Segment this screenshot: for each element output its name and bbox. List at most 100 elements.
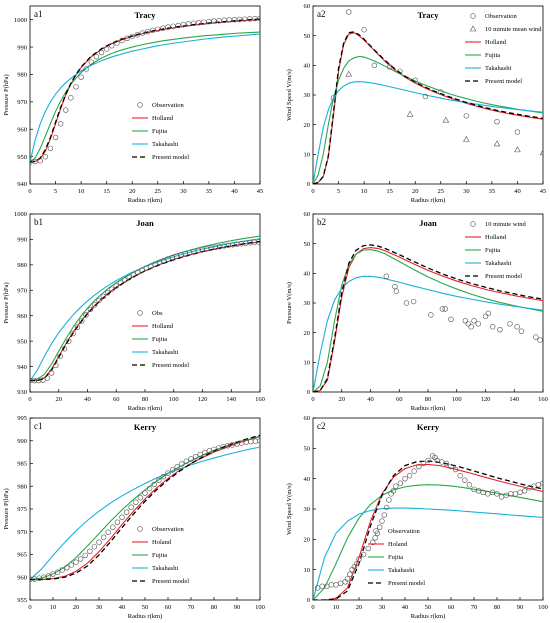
observation-point bbox=[73, 559, 79, 565]
y-tick-label: 995 bbox=[17, 415, 27, 422]
series-line-takahashi bbox=[313, 275, 543, 392]
observation-point bbox=[257, 438, 260, 444]
observation-point bbox=[40, 377, 46, 383]
x-tick-label: 0 bbox=[311, 604, 314, 611]
observation-point bbox=[255, 239, 260, 245]
y-tick-label: 975 bbox=[17, 506, 27, 513]
observation-point bbox=[144, 29, 151, 35]
chart-title: Kerry bbox=[134, 422, 157, 432]
observation-point bbox=[114, 519, 121, 525]
observation-point bbox=[383, 504, 390, 511]
y-tick-label: 955 bbox=[17, 597, 27, 604]
observation-point bbox=[155, 26, 161, 32]
legend-label: Fujita bbox=[152, 128, 167, 135]
x-tick-label: 120 bbox=[481, 396, 491, 403]
observation-point bbox=[497, 327, 503, 333]
observation2-triangle bbox=[463, 135, 470, 142]
legend-label: Holland bbox=[152, 115, 174, 122]
legend-label: Observation bbox=[485, 13, 518, 20]
x-tick-label: 20 bbox=[56, 396, 63, 403]
x-tick-label: 35 bbox=[489, 188, 496, 195]
observation-point bbox=[386, 497, 392, 503]
observation-point bbox=[74, 324, 81, 330]
observation-point bbox=[113, 283, 119, 289]
x-tick-label: 0 bbox=[28, 188, 31, 195]
legend-label: Present model bbox=[152, 578, 189, 585]
legend: Observation Holand Fujita Takahashi Present … bbox=[368, 528, 425, 587]
y-tick-label: 20 bbox=[304, 537, 311, 544]
observation-point bbox=[68, 562, 75, 568]
observation-point bbox=[410, 298, 417, 305]
y-tick-label: 970 bbox=[17, 99, 27, 106]
observation-point bbox=[50, 571, 56, 577]
y-axis-label: Pressure P(hPa) bbox=[3, 74, 10, 115]
series-line-fujita bbox=[313, 55, 543, 184]
x-tick-label: 10 bbox=[361, 188, 368, 195]
y-tick-label: 40 bbox=[304, 476, 311, 483]
y-tick-label: 60 bbox=[304, 3, 311, 10]
observation2-triangle bbox=[493, 140, 501, 147]
x-tick-label: 100 bbox=[538, 604, 548, 611]
legend-label: Observation bbox=[388, 528, 421, 535]
x-tick-label: 100 bbox=[255, 604, 265, 611]
y-tick-label: 20 bbox=[304, 122, 311, 129]
plot-area bbox=[313, 9, 543, 184]
observation-point bbox=[212, 244, 219, 251]
observation-point bbox=[64, 564, 70, 571]
observation-point bbox=[442, 306, 448, 312]
legend-label: Fujita bbox=[485, 52, 500, 59]
x-tick-label: 60 bbox=[113, 396, 120, 403]
observation-point bbox=[226, 17, 233, 23]
observation-point bbox=[372, 535, 378, 541]
observation-point bbox=[514, 324, 520, 330]
y-tick-label: 30 bbox=[304, 300, 311, 307]
chart-title: Tracy bbox=[134, 10, 156, 20]
x-tick-label: 15 bbox=[386, 188, 393, 195]
y-tick-label: 1000 bbox=[14, 17, 27, 24]
observation-point bbox=[494, 118, 500, 125]
y-tick-label: 980 bbox=[17, 262, 27, 269]
x-tick-label: 100 bbox=[452, 396, 462, 403]
chart-title: Joan bbox=[136, 218, 154, 228]
observation-point bbox=[37, 158, 43, 164]
series-line-takahashi bbox=[313, 507, 543, 600]
observation-point bbox=[518, 328, 525, 334]
x-tick-label: 140 bbox=[509, 396, 519, 403]
observation-point bbox=[54, 569, 61, 575]
observation-point bbox=[197, 451, 203, 458]
y-tick-label: 0 bbox=[307, 597, 310, 604]
legend-label: Present model bbox=[152, 362, 189, 369]
chart-panel-c2: 0 10 20 30 40 50 60 70 80 90 1000102030405060Radiu… bbox=[286, 415, 548, 620]
x-tick-label: 20 bbox=[339, 396, 346, 403]
observation-point bbox=[231, 16, 238, 23]
observation-point bbox=[381, 512, 387, 518]
legend-label: Takahashi bbox=[152, 141, 178, 148]
plot-frame bbox=[312, 213, 544, 393]
observation-point bbox=[402, 475, 408, 482]
y-tick-label: 980 bbox=[17, 72, 27, 79]
observation-point bbox=[160, 473, 167, 480]
series-line-holland bbox=[30, 241, 260, 382]
observation-point bbox=[371, 62, 378, 69]
observation-point bbox=[201, 19, 207, 25]
x-tick-label: 160 bbox=[538, 396, 548, 403]
observation-point bbox=[110, 524, 116, 530]
x-tick-label: 90 bbox=[517, 604, 524, 611]
x-tick-label: 25 bbox=[155, 188, 162, 195]
series-line-takahashi bbox=[313, 81, 543, 184]
chart-panel-c1: 0 10 20 30 40 50 60 70 80 90 100 955 960 965 970 975 980… bbox=[3, 415, 265, 620]
observation-point bbox=[365, 545, 371, 552]
observation-point bbox=[448, 316, 454, 323]
observation-point bbox=[216, 18, 222, 24]
observation-point bbox=[242, 240, 249, 246]
observation-point bbox=[180, 21, 187, 28]
observation-point bbox=[61, 346, 68, 352]
x-tick-label: 100 bbox=[169, 396, 179, 403]
x-tick-label: 40 bbox=[84, 396, 91, 403]
observation-point bbox=[202, 449, 208, 456]
legend-symbol-circle bbox=[470, 13, 476, 19]
observation2-triangle bbox=[539, 149, 543, 156]
legend-label: Takahashi bbox=[388, 567, 414, 574]
legend-label: Fujita bbox=[485, 247, 500, 254]
observation-point bbox=[390, 488, 397, 494]
